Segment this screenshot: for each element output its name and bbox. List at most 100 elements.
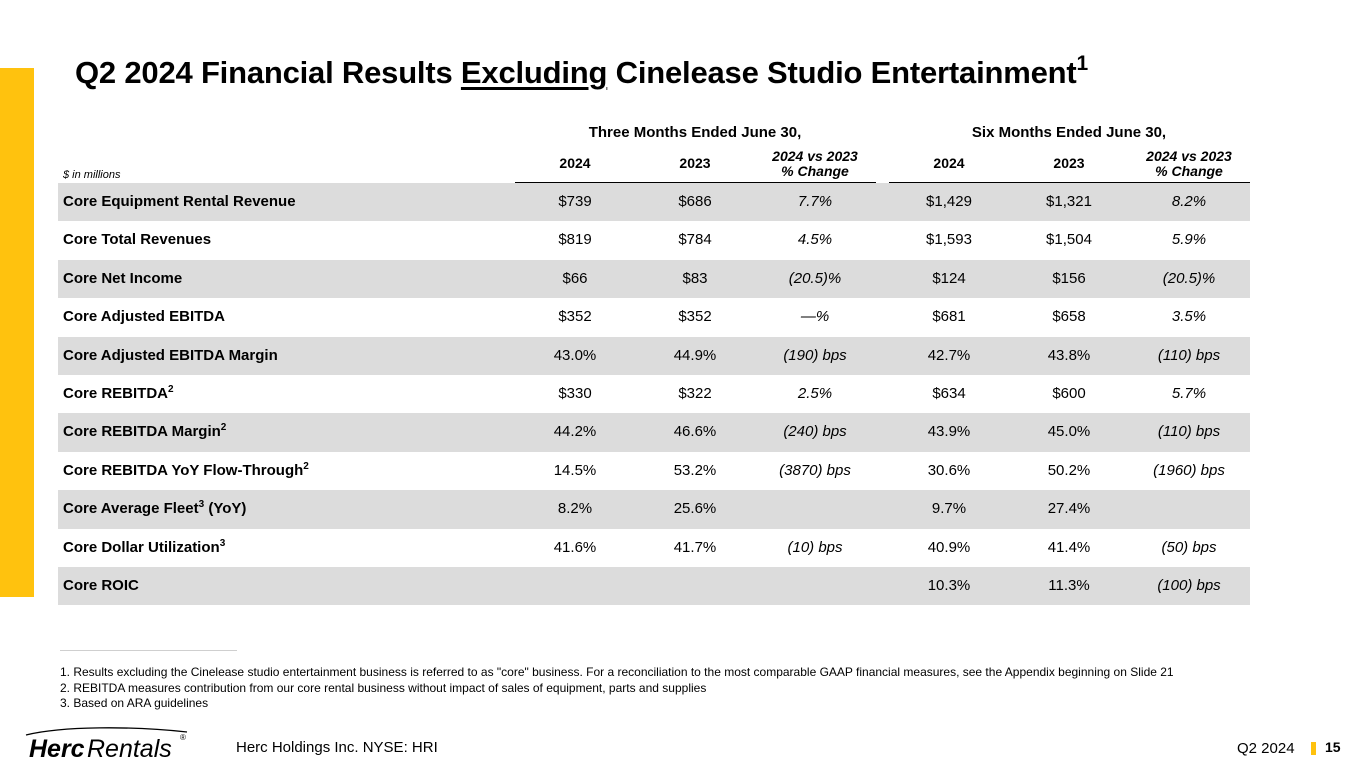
- table-cell: (110) bps: [1157, 423, 1221, 441]
- table-cell: $819: [558, 231, 592, 249]
- table-row: Core Adjusted EBITDA Margin 43.0% 44.9% (19…: [58, 336, 1250, 375]
- table-cell: $1,321: [1046, 193, 1092, 210]
- table-cell: $1,504: [1046, 231, 1092, 249]
- col-header-3m-change: 2024 vs 2023% Change: [772, 148, 858, 179]
- table-cell: 9.7%: [931, 500, 967, 518]
- table-cell: $681: [932, 308, 966, 326]
- footnotes: 1. Results excluding the Cinelease studi…: [60, 665, 1174, 712]
- table-cell: (110) bps: [1157, 346, 1221, 364]
- table-cell: 5.9%: [1171, 231, 1207, 249]
- title-footnote-mark: 1: [1076, 51, 1088, 75]
- table-cell: $600: [1052, 384, 1086, 402]
- table-cell: 8.2%: [1171, 193, 1207, 210]
- table-cell: 7.7%: [797, 193, 833, 210]
- table-cell: 43.8%: [1047, 346, 1091, 364]
- row-label: Core REBITDA YoY Flow-Through2: [63, 460, 309, 479]
- table-row: Core Total Revenues $819 $784 4.5% $1,593 $1,…: [58, 221, 1250, 259]
- table-cell: $83: [682, 269, 708, 287]
- row-label: Core Average Fleet3 (YoY): [63, 499, 247, 518]
- row-label: Core REBITDA Margin2: [63, 422, 227, 441]
- table-cell: 50.2%: [1047, 461, 1091, 479]
- table-cell: 2.5%: [797, 384, 833, 402]
- table-cell: (190) bps: [783, 346, 847, 364]
- table-cell: $156: [1052, 269, 1086, 287]
- table-cell: 10.3%: [927, 576, 971, 594]
- table-row: Core Adjusted EBITDA $352 $352 —% $681 $658 3.…: [58, 298, 1250, 336]
- table-cell: 45.0%: [1047, 423, 1091, 441]
- table-row: Core REBITDA Margin2 44.2% 46.6% (240) bps 4…: [58, 413, 1250, 452]
- table-cell: $784: [678, 231, 712, 249]
- table-cell: 11.3%: [1048, 576, 1090, 594]
- row-label: Core Adjusted EBITDA: [63, 308, 225, 326]
- row-label: Core Net Income: [63, 269, 183, 287]
- col-header-6m-2024: 2024: [933, 155, 965, 171]
- table-cell: $739: [558, 193, 592, 210]
- table-row: Core Net Income $66 $83 (20.5)% $124 $156 (20.…: [58, 259, 1250, 299]
- table-cell: (20.5)%: [788, 269, 842, 287]
- title-underlined-word: Excluding: [460, 55, 608, 90]
- table-row: Core Dollar Utilization3 41.6% 41.7% (10) b…: [58, 529, 1250, 567]
- logo-word-rentals: Rentals: [87, 735, 172, 762]
- table-cell: 42.7%: [927, 346, 971, 364]
- table-cell: 41.7%: [673, 538, 717, 556]
- table-cell: 8.2%: [557, 500, 593, 518]
- footnote-divider: [60, 650, 237, 651]
- table-cell: 14.5%: [553, 461, 597, 479]
- table-cell: $352: [678, 308, 712, 326]
- logo-word-herc: Herc: [29, 735, 85, 762]
- col-header-6m-2023: 2023: [1053, 155, 1085, 171]
- table-cell: $658: [1052, 308, 1086, 326]
- table-cell: 25.6%: [673, 500, 717, 518]
- row-label: Core Equipment Rental Revenue: [63, 193, 296, 210]
- row-label: Core REBITDA2: [63, 383, 174, 402]
- table-row: Core ROIC 10.3% 11.3% (100) bps: [58, 566, 1250, 606]
- table-cell: 43.9%: [927, 423, 971, 441]
- table-cell: (240) bps: [783, 423, 847, 441]
- financial-table-body: Core Equipment Rental Revenue $739 $686 7.7…: [58, 183, 1250, 606]
- table-row: Core Equipment Rental Revenue $739 $686 7.7…: [58, 183, 1250, 222]
- logo-registered-mark: ®: [180, 733, 186, 742]
- table-cell: 44.2%: [553, 423, 597, 441]
- table-cell: (10) bps: [787, 538, 843, 556]
- table-cell: 27.4%: [1047, 500, 1091, 518]
- unit-note: $ in millions: [63, 169, 121, 181]
- table-cell: 46.6%: [673, 423, 717, 441]
- table-cell: 40.9%: [927, 538, 971, 556]
- row-label: Core Total Revenues: [63, 231, 212, 249]
- col-header-3m-2024: 2024: [559, 155, 591, 171]
- table-cell: (3870) bps: [779, 461, 851, 479]
- table-cell: 53.2%: [673, 461, 717, 479]
- table-cell: $322: [678, 384, 712, 402]
- group-header-six-months: Six Months Ended June 30,: [971, 124, 1167, 141]
- table-cell: $634: [932, 384, 966, 402]
- table-cell: 41.6%: [553, 538, 597, 556]
- table-cell: $330: [558, 384, 592, 402]
- footnote-2: 2. REBITDA measures contribution from ou…: [60, 680, 707, 695]
- footnote-1: 1. Results excluding the Cinelease studi…: [60, 665, 1174, 679]
- table-cell: 41.4%: [1047, 538, 1091, 556]
- accent-bar: [0, 68, 34, 597]
- company-ticker: Herc Holdings Inc. NYSE: HRI: [236, 739, 438, 756]
- table-row: Core Average Fleet3 (YoY) 8.2% 25.6% 9.7% 27…: [58, 490, 1250, 529]
- table-cell: (100) bps: [1157, 576, 1221, 594]
- table-row: Core REBITDA YoY Flow-Through2 14.5% 53.2%…: [58, 452, 1250, 490]
- page-number-marker: [1311, 742, 1316, 755]
- table-cell: 43.0%: [553, 346, 597, 364]
- col-header-6m-change: 2024 vs 2023% Change: [1146, 148, 1232, 179]
- table-cell: $352: [558, 308, 592, 326]
- table-cell: (1960) bps: [1153, 461, 1225, 479]
- herc-rentals-logo: Herc Rentals ®: [25, 727, 188, 762]
- table-cell: 30.6%: [927, 461, 971, 479]
- table-row: Core REBITDA2 $330 $322 2.5% $634 $600 5.7%: [58, 375, 1250, 413]
- table-cell: 3.5%: [1171, 308, 1207, 326]
- row-label: Core Dollar Utilization3: [63, 537, 226, 556]
- page-number: 15: [1325, 739, 1341, 755]
- title-part-3: Cinelease Studio Entertainment: [607, 55, 1077, 90]
- table-cell: 44.9%: [673, 346, 717, 364]
- table-cell: $124: [932, 269, 966, 287]
- col-header-3m-2023: 2023: [679, 155, 711, 171]
- report-period: Q2 2024: [1237, 740, 1295, 757]
- table-cell: —%: [800, 308, 830, 326]
- row-label: Core ROIC: [63, 576, 139, 594]
- table-cell: $1,593: [926, 231, 972, 249]
